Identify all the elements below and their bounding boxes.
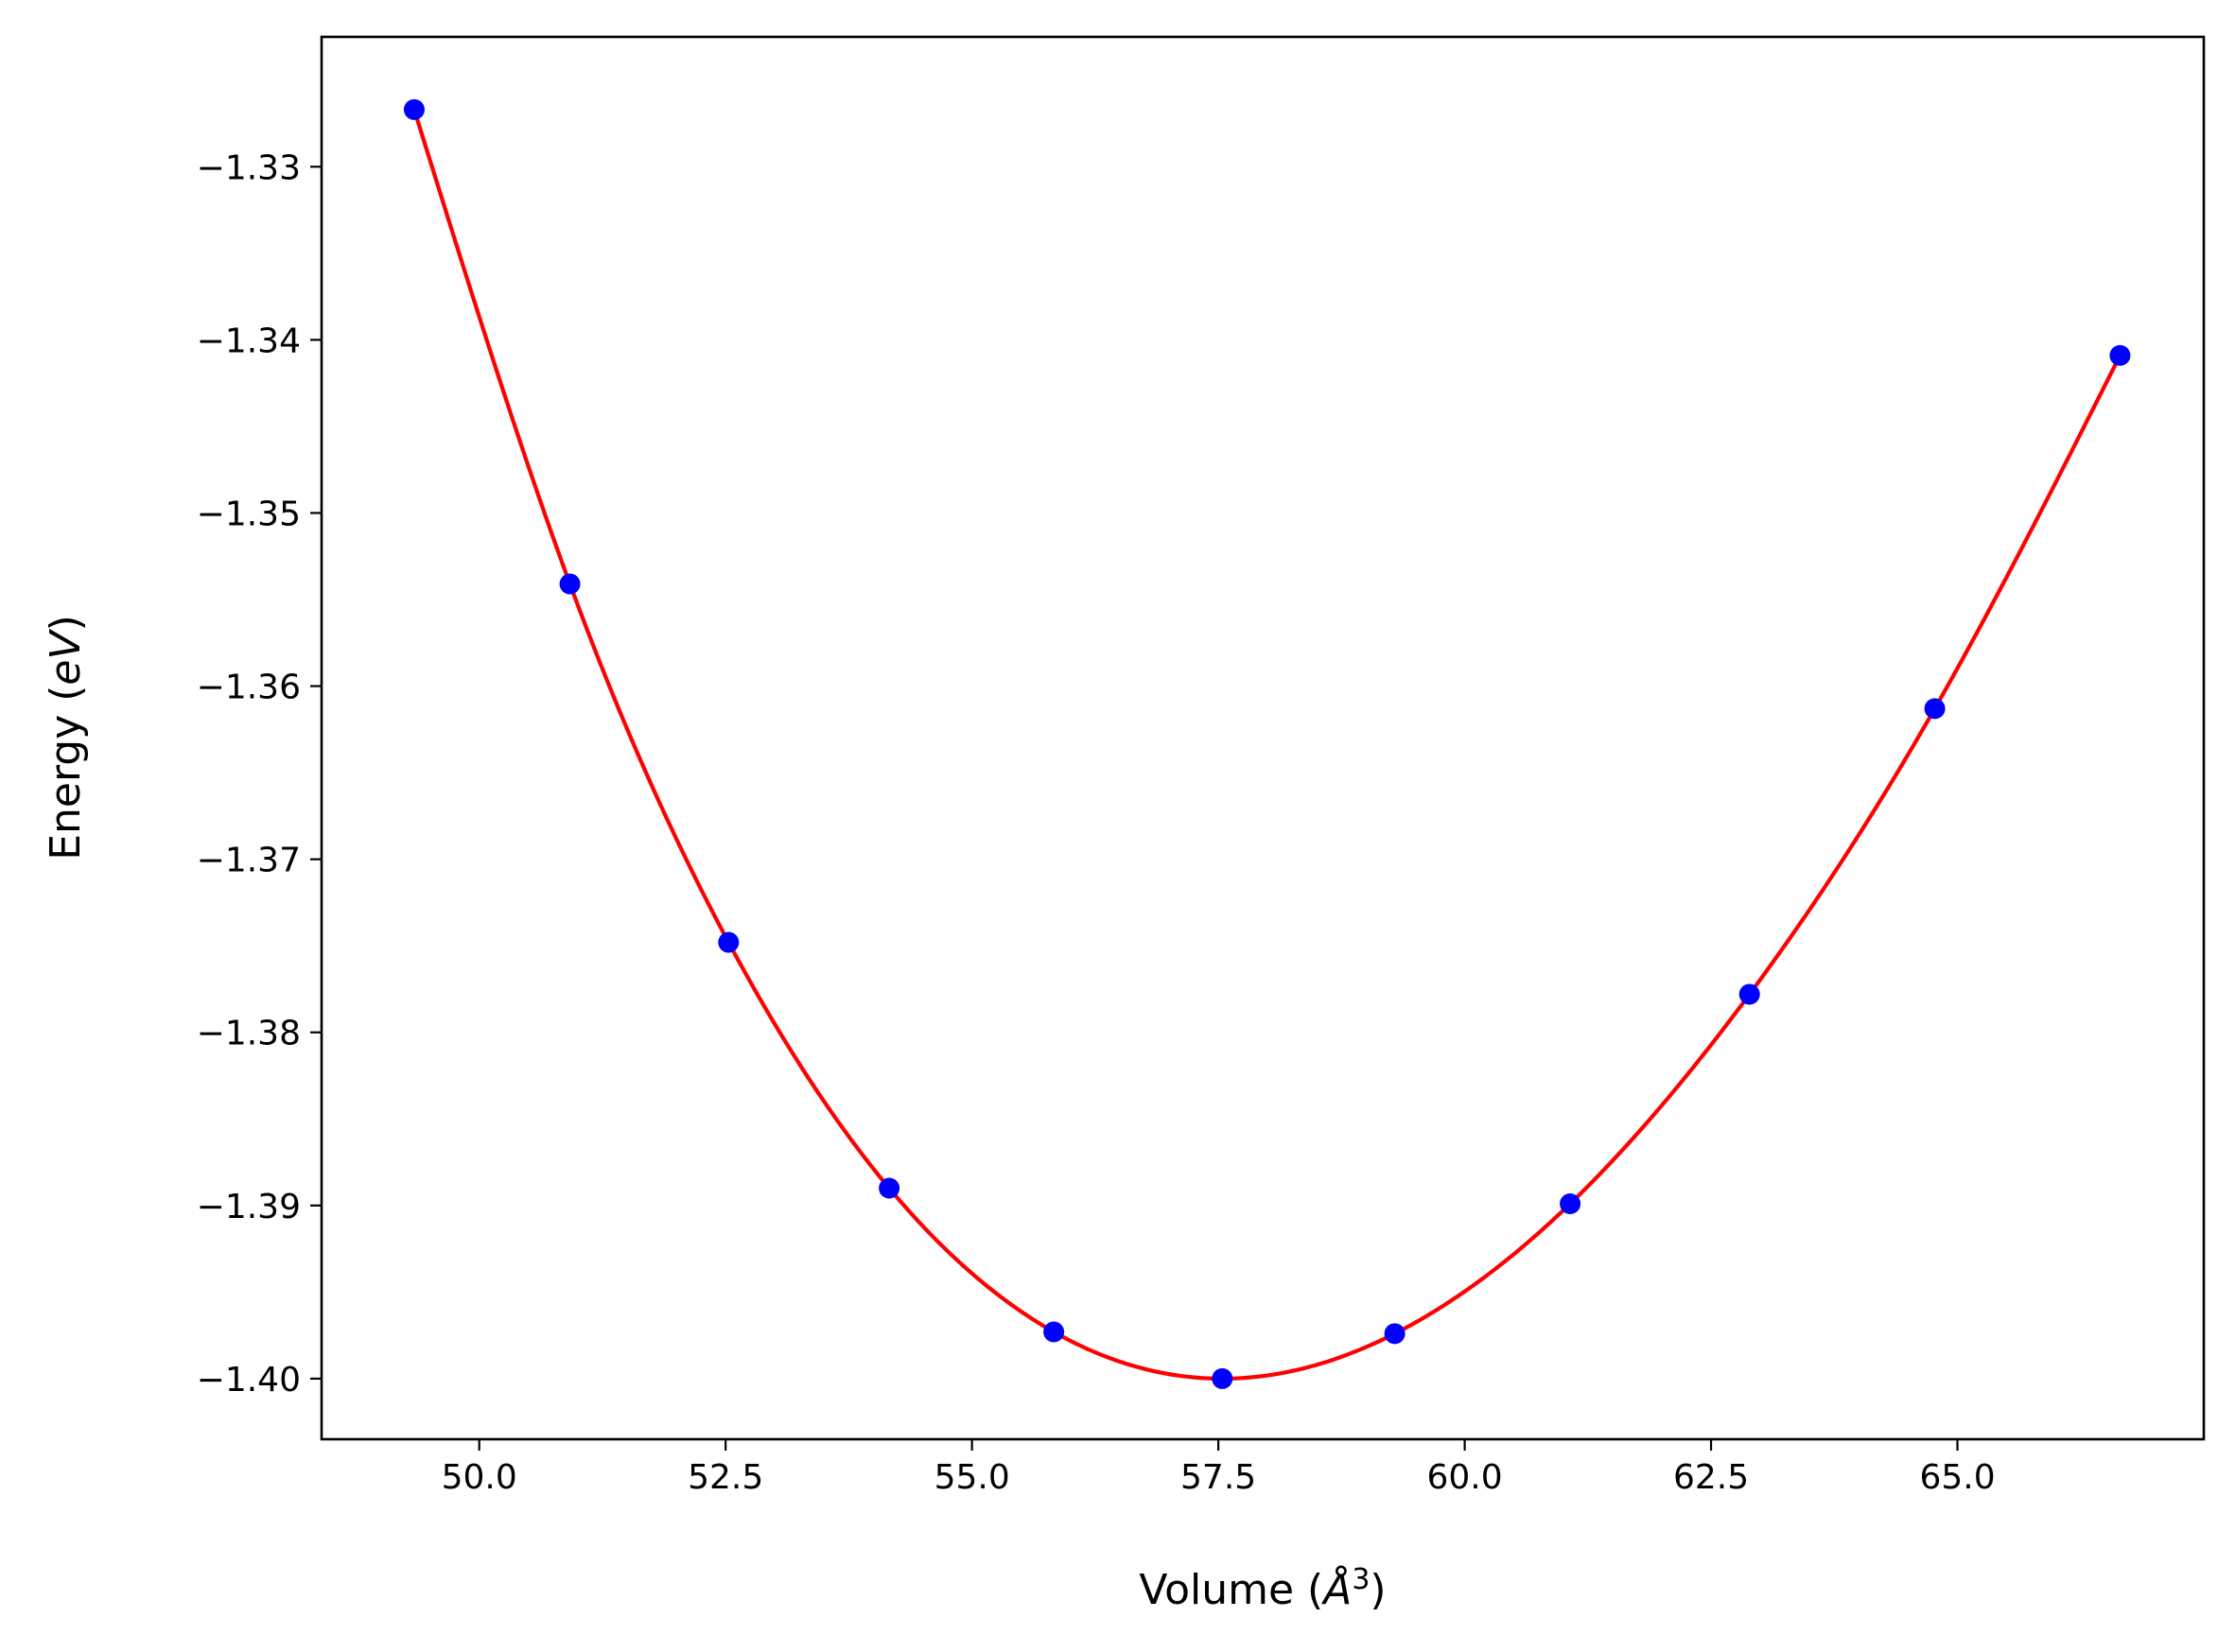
data-point [403,98,425,120]
y-tick-label: −1.39 [197,1188,301,1226]
x-tick-label: 60.0 [1427,1458,1503,1497]
data-point [1738,983,1760,1005]
x-tick-label: 52.5 [688,1458,763,1497]
x-axis-label: Volume (Å3) [1139,1563,1386,1614]
data-point [2109,344,2131,366]
x-axis: 50.0 52.5 55.0 57.5 60.0 62.5 65.0 [442,1439,1996,1497]
y-tick-label: −1.37 [197,842,301,880]
y-tick-label: −1.36 [197,669,301,707]
fit-curve [411,109,2122,1382]
data-point [1924,698,1946,720]
x-tick-label: 57.5 [1180,1458,1256,1497]
y-tick-label: −1.40 [197,1361,301,1400]
y-tick-label: −1.34 [197,322,301,360]
data-point [1212,1367,1233,1389]
x-tick-label: 50.0 [442,1458,517,1497]
y-tick-label: −1.38 [197,1015,301,1053]
plot-frame [320,35,2206,1441]
data-point [1560,1193,1581,1214]
x-tick-label: 55.0 [934,1458,1010,1497]
data-point [1384,1323,1406,1345]
data-point [718,931,740,953]
plot-content [403,98,2131,1389]
x-tick-label: 65.0 [1919,1458,1995,1497]
data-point [1043,1321,1065,1343]
data-point [879,1177,900,1199]
y-tick-label: −1.35 [197,495,301,533]
y-axis: −1.33 −1.34 −1.35 −1.36 −1.37 −1.38 −1.39 −1.40 [197,148,322,1400]
y-axis-label: Energy (eV) [42,615,90,861]
x-tick-label: 62.5 [1673,1458,1749,1497]
y-tick-label: −1.33 [197,148,301,187]
data-point [559,573,581,595]
